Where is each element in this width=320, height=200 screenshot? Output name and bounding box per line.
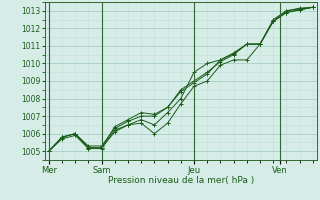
X-axis label: Pression niveau de la mer( hPa ): Pression niveau de la mer( hPa ) (108, 176, 254, 185)
